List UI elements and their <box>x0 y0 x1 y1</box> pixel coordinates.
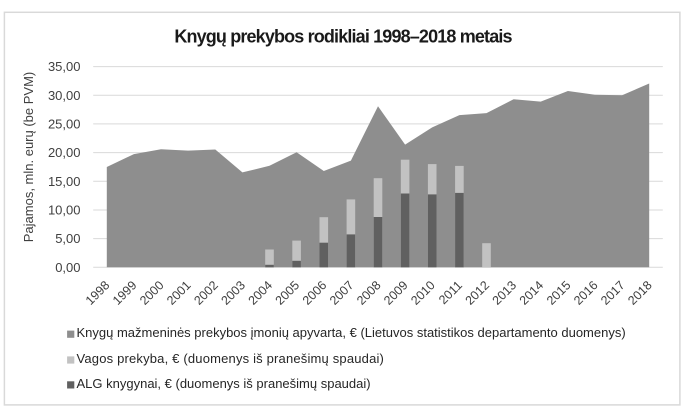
svg-text:10,00: 10,00 <box>48 203 81 218</box>
svg-text:5,00: 5,00 <box>55 231 80 246</box>
svg-text:Pajamos, mln. eurų (be PVM): Pajamos, mln. eurų (be PVM) <box>21 72 36 243</box>
svg-text:15,00: 15,00 <box>48 174 81 189</box>
svg-text:Vagos prekyba, € (duomenys iš: Vagos prekyba, € (duomenys iš pranešimų … <box>77 351 385 366</box>
svg-text:20,00: 20,00 <box>48 145 81 160</box>
svg-text:Knygų mažmeninės prekybos įmon: Knygų mažmeninės prekybos įmonių apyvart… <box>77 325 626 340</box>
svg-text:25,00: 25,00 <box>48 116 81 131</box>
svg-text:ALG knygynai, € (duomenys iš p: ALG knygynai, € (duomenys iš pranešimų s… <box>77 376 371 391</box>
svg-text:35,00: 35,00 <box>48 59 81 74</box>
svg-text:Knygų prekybos rodikliai 1998–: Knygų prekybos rodikliai 1998–2018 metai… <box>174 26 512 46</box>
svg-text:30,00: 30,00 <box>48 88 81 103</box>
svg-text:0,00: 0,00 <box>55 260 80 275</box>
